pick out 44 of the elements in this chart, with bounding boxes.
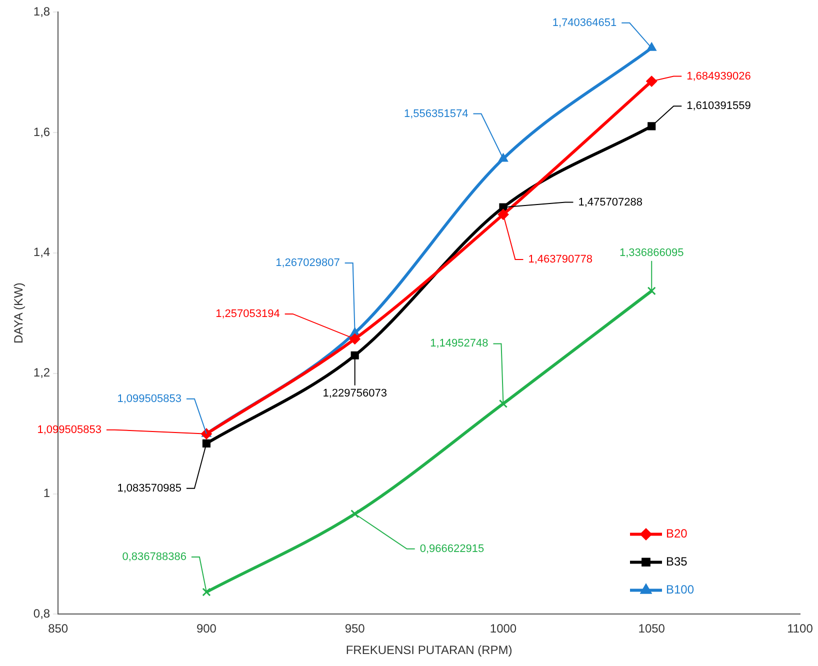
- point: [202, 439, 210, 448]
- point: [350, 351, 359, 360]
- data-label: 1,684939026: [686, 70, 751, 82]
- point: [349, 333, 360, 344]
- data-label: 1,463790778: [528, 253, 592, 266]
- data-label: 1,083570985: [117, 482, 182, 494]
- point: [498, 153, 508, 162]
- data-label: 1,610391559: [686, 100, 751, 112]
- legend-label: B35: [666, 554, 688, 569]
- legend-label: B20: [666, 526, 688, 541]
- data-label: 1,267029807: [276, 256, 340, 269]
- data-label: 1,740364651: [552, 16, 617, 29]
- x-tick-label: 1100: [787, 622, 814, 636]
- x-axis-title: FREKUENSI PUTARAN (RPM): [346, 643, 512, 658]
- point: [646, 42, 656, 51]
- data-label: 1,336866095: [620, 246, 684, 259]
- data-label: 0,966622915: [420, 542, 484, 555]
- y-tick-label: 1,6: [33, 124, 50, 139]
- data-label: 1,556351574: [404, 108, 468, 120]
- x-tick-label: 950: [344, 622, 366, 636]
- y-tick-label: 0,8: [33, 606, 50, 621]
- data-label: 1,14952748: [430, 338, 488, 350]
- y-tick-label: 1: [43, 486, 50, 500]
- point: [202, 588, 211, 596]
- x-tick-label: 850: [48, 622, 68, 636]
- point: [647, 286, 656, 296]
- point: [498, 208, 509, 220]
- point: [648, 122, 656, 130]
- x-tick-label: 1050: [638, 622, 666, 636]
- data-label: 1,229756073: [322, 387, 387, 400]
- point: [498, 399, 508, 408]
- x-tick-label: 1000: [490, 622, 517, 636]
- point: [646, 76, 658, 87]
- x-tick-label: 900: [196, 622, 217, 636]
- y-tick-label: 1,8: [33, 4, 50, 18]
- y-tick-label: 1,4: [33, 245, 50, 260]
- data-label: 0,836788386: [122, 551, 186, 564]
- y-axis-title: DAYA (KW): [12, 282, 26, 344]
- point: [350, 510, 360, 518]
- legend-label: B100: [666, 582, 694, 597]
- data-label: 1,475707288: [578, 196, 642, 208]
- data-label: 1,257053194: [216, 308, 280, 320]
- y-tick-label: 1,2: [33, 366, 50, 380]
- data-label: 1,099505853: [117, 392, 182, 405]
